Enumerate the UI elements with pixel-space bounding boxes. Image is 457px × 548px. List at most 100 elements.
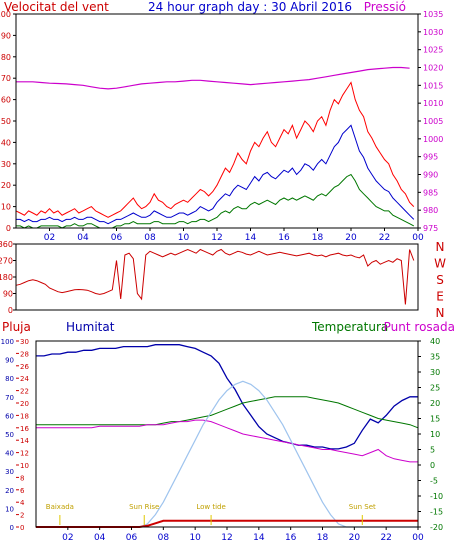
- rain-y-tick-label: 2: [20, 512, 24, 520]
- direction-compass-label: S: [436, 273, 444, 287]
- humidity-x-tick-label: 14: [253, 533, 265, 543]
- wind-y-tick-label: 0: [6, 224, 11, 233]
- temperature-y-tick-label: 40: [430, 337, 440, 346]
- humidity-x-tick-label: 16: [285, 533, 297, 543]
- humidity-y-tick-label: 50: [5, 431, 14, 439]
- humidity-title: Humitat: [66, 320, 115, 334]
- temperature-line: [36, 396, 419, 429]
- wind-series-line: [15, 81, 415, 218]
- pressure-y-tick-label: 990: [423, 171, 438, 180]
- wind-y-tick-label: 50: [1, 117, 11, 126]
- temperature-y-tick-label: 25: [430, 384, 440, 393]
- temperature-y-tick-label: 0: [430, 461, 435, 470]
- humidity-x-tick-label: 10: [189, 533, 201, 543]
- pressure-y-tick-label: 1000: [423, 135, 443, 144]
- direction-y-tick-label: 270: [0, 257, 13, 266]
- wind-direction-line: [15, 248, 415, 305]
- humidity-x-tick-label: 00: [412, 533, 424, 543]
- humidity-y-tick-label: 20: [5, 487, 14, 495]
- wind-speed-title: Velocitat del vent: [4, 0, 109, 14]
- rain-y-tick-label: 18: [20, 412, 29, 420]
- temperature-y-tick-label: 30: [430, 368, 440, 377]
- humidity-x-tick-label: 12: [221, 533, 232, 543]
- rain-y-tick-label: 14: [20, 437, 29, 445]
- pressure-y-tick-label: 1005: [423, 117, 443, 126]
- wind-x-tick-label: 10: [178, 233, 190, 243]
- rain-y-tick-label: 12: [20, 450, 29, 458]
- direction-compass-label: N: [436, 240, 445, 254]
- rain-y-tick-label: 26: [20, 363, 29, 371]
- humidity-y-tick-label: 60: [5, 412, 14, 420]
- pressure-title: Pressió: [364, 0, 406, 14]
- wind-x-tick-label: 02: [44, 233, 55, 243]
- rain-y-tick-label: 28: [20, 350, 29, 358]
- event-label: Sun Set: [349, 503, 376, 511]
- rain-y-tick-label: 0: [20, 524, 24, 532]
- humidity-x-tick-label: 08: [158, 533, 170, 543]
- pressure-y-tick-label: 980: [423, 206, 438, 215]
- wind-y-tick-label: 30: [1, 160, 11, 169]
- pressure-line: [16, 66, 410, 90]
- wind-x-tick-label: 20: [345, 233, 357, 243]
- wind-y-tick-label: 90: [1, 31, 11, 40]
- rain-y-tick-label: 16: [20, 425, 29, 433]
- wind-x-tick-label: 12: [211, 233, 222, 243]
- direction-compass-label: W: [434, 257, 446, 271]
- wind-series-line: [16, 173, 415, 229]
- wind-x-tick-label: 06: [111, 233, 123, 243]
- rain-y-tick-label: 22: [20, 388, 29, 396]
- graph-day-title: 24 hour graph day : 30 Abril 2016: [148, 0, 352, 14]
- pressure-y-tick-label: 975: [423, 224, 438, 233]
- humidity-x-tick-label: 02: [62, 533, 73, 543]
- humidity-y-tick-label: 100: [1, 338, 14, 346]
- direction-y-tick-label: 0: [8, 306, 13, 315]
- direction-y-tick-label: 360: [0, 240, 13, 249]
- temperature-y-tick-label: -15: [430, 508, 443, 517]
- wind-x-tick-label: 22: [379, 233, 390, 243]
- humidity-x-tick-label: 18: [317, 533, 329, 543]
- wind-x-tick-label: 04: [77, 233, 89, 243]
- axes-layer: 0102030405060708090100975980985990995100…: [0, 10, 446, 543]
- direction-compass-label: N: [436, 306, 445, 320]
- rain-y-tick-label: 20: [20, 400, 29, 408]
- humidity-line: [36, 344, 418, 450]
- temperature-y-tick-label: -20: [430, 523, 443, 532]
- wind-x-tick-label: 18: [312, 233, 324, 243]
- event-label: Baixada: [46, 503, 74, 511]
- wind-y-tick-label: 80: [1, 53, 11, 62]
- temperature-y-tick-label: -5: [430, 477, 438, 486]
- humidity-x-tick-label: 04: [94, 533, 106, 543]
- pressure-y-tick-label: 995: [423, 153, 438, 162]
- humidity-y-tick-label: 80: [5, 375, 14, 383]
- humidity-x-tick-label: 20: [349, 533, 361, 543]
- wind-y-tick-label: 10: [1, 203, 11, 212]
- rain-title: Pluja: [2, 320, 31, 334]
- wind-x-tick-label: 16: [278, 233, 290, 243]
- humidity-y-tick-label: 70: [5, 394, 14, 402]
- humidity-y-tick-label: 90: [5, 357, 14, 365]
- wind-x-tick-label: 14: [245, 233, 257, 243]
- wind-series-line: [16, 124, 415, 225]
- rain-y-tick-label: 10: [20, 462, 29, 470]
- temperature-y-tick-label: 5: [430, 446, 435, 455]
- humidity-y-tick-label: 10: [5, 505, 14, 513]
- dewpoint-title: Punt rosada: [384, 320, 455, 334]
- temperature-title: Temperatura: [311, 320, 388, 334]
- event-label: Sun Rise: [129, 503, 159, 511]
- wind-y-tick-label: 100: [0, 10, 11, 19]
- series-layer: Baixada Sun Rise Low tide Sun Set: [15, 66, 419, 528]
- direction-compass-label: E: [436, 290, 444, 304]
- humidity-x-tick-label: 06: [126, 533, 138, 543]
- humidity-y-tick-label: 0: [10, 524, 14, 532]
- temperature-y-tick-label: 35: [430, 353, 440, 362]
- humidity-x-tick-label: 22: [380, 533, 391, 543]
- rain-y-tick-label: 30: [20, 338, 29, 346]
- direction-y-tick-label: 180: [0, 273, 13, 282]
- rain-y-tick-label: 24: [20, 375, 29, 383]
- rain-line: [36, 519, 418, 528]
- rain-y-tick-label: 8: [20, 474, 24, 482]
- wind-y-tick-label: 20: [1, 181, 11, 190]
- humidity-y-tick-label: 30: [5, 468, 14, 476]
